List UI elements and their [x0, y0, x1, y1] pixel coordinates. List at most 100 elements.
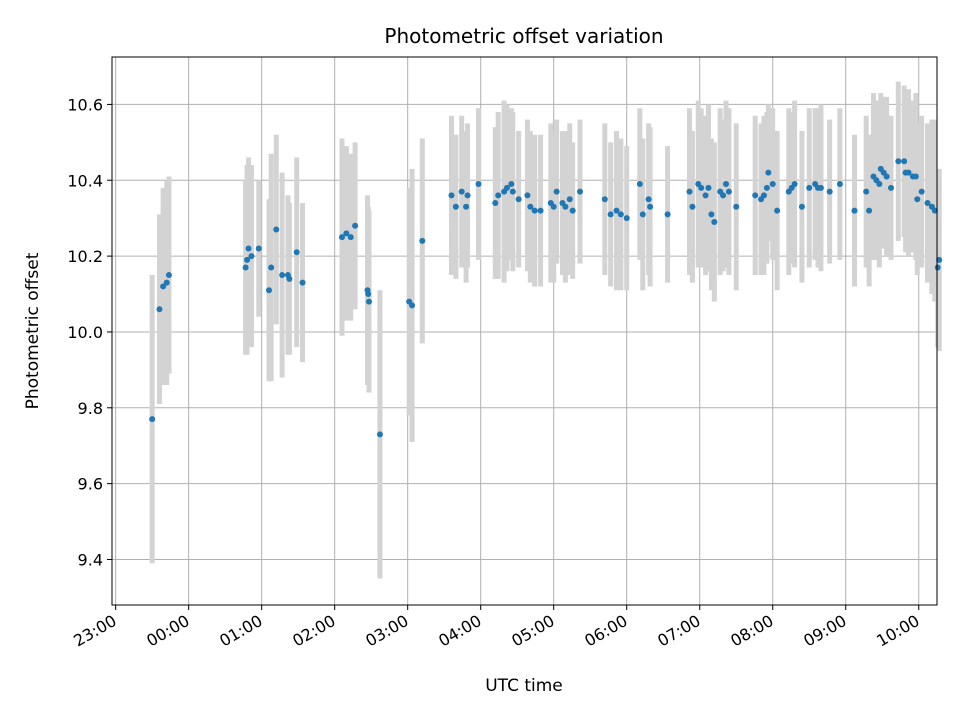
data-point-96 [866, 207, 873, 214]
data-point-86 [791, 181, 798, 188]
data-point-51 [566, 196, 573, 203]
y-axis-ticks: 9.4 9.6 9.8 10.0 10.2 10.4 10.6 [67, 95, 112, 569]
data-point-73 [720, 192, 727, 199]
data-point-38 [503, 184, 510, 191]
data-point-12 [273, 226, 280, 233]
data-point-21 [352, 222, 359, 229]
data-point-0 [149, 416, 156, 423]
data-point-44 [531, 207, 538, 214]
data-point-70 [708, 211, 715, 218]
data-point-92 [826, 188, 833, 195]
data-point-112 [924, 200, 931, 207]
data-point-114 [931, 207, 938, 214]
data-point-50 [562, 203, 569, 210]
data-point-64 [686, 188, 693, 195]
data-point-75 [725, 188, 732, 195]
data-point-83 [774, 207, 781, 214]
data-point-54 [601, 196, 608, 203]
data-point-115 [934, 264, 941, 271]
data-point-65 [689, 203, 696, 210]
data-point-107 [905, 169, 912, 176]
data-point-10 [265, 287, 272, 294]
data-point-74 [723, 181, 730, 188]
data-point-28 [419, 237, 426, 244]
data-point-20 [347, 234, 354, 241]
y-tick-label: 9.4 [78, 550, 103, 569]
y-tick-label: 9.6 [78, 475, 103, 494]
data-point-79 [760, 192, 767, 199]
y-tick-label: 10.2 [67, 247, 103, 266]
data-point-24 [365, 298, 372, 305]
data-point-5 [242, 264, 249, 271]
data-point-104 [895, 158, 902, 165]
data-point-94 [851, 207, 858, 214]
data-point-29 [448, 192, 455, 199]
data-points [149, 158, 943, 438]
data-point-62 [647, 203, 654, 210]
data-point-68 [702, 192, 709, 199]
data-point-9 [255, 245, 262, 252]
data-point-116 [936, 256, 943, 263]
data-point-4 [165, 272, 172, 279]
data-point-48 [553, 188, 560, 195]
y-tick-label: 10.6 [67, 95, 103, 114]
plot-frame [111, 56, 938, 606]
data-point-6 [244, 256, 251, 263]
data-point-58 [623, 215, 630, 222]
data-point-63 [664, 211, 671, 218]
data-point-39 [508, 181, 515, 188]
data-point-71 [711, 218, 718, 225]
data-point-99 [876, 181, 883, 188]
data-point-87 [798, 203, 805, 210]
data-point-32 [463, 203, 470, 210]
data-point-27 [409, 302, 416, 309]
data-point-43 [527, 203, 534, 210]
data-point-16 [293, 249, 300, 256]
data-point-34 [475, 181, 482, 188]
data-point-91 [817, 184, 824, 191]
data-point-8 [248, 253, 255, 260]
chart-title: Photometric offset variation [384, 24, 663, 48]
data-point-53 [576, 188, 583, 195]
data-point-15 [286, 275, 293, 282]
data-point-1 [156, 306, 163, 313]
data-point-13 [279, 272, 286, 279]
y-tick-label: 10.0 [67, 323, 103, 342]
data-point-103 [888, 184, 895, 191]
data-point-109 [912, 173, 919, 180]
data-point-105 [901, 158, 908, 165]
data-point-36 [495, 192, 502, 199]
data-point-40 [509, 188, 516, 195]
data-point-25 [376, 431, 383, 438]
data-point-67 [698, 184, 705, 191]
data-point-95 [863, 188, 870, 195]
data-point-30 [452, 203, 459, 210]
y-axis-label: Photometric offset [23, 252, 43, 409]
data-point-42 [524, 192, 531, 199]
data-point-69 [705, 184, 712, 191]
data-point-76 [733, 203, 740, 210]
data-point-81 [765, 169, 772, 176]
data-point-82 [769, 181, 776, 188]
data-point-56 [613, 207, 620, 214]
data-point-11 [268, 264, 275, 271]
data-point-55 [607, 211, 614, 218]
data-point-102 [883, 173, 890, 180]
data-point-18 [338, 234, 345, 241]
data-point-3 [163, 279, 170, 286]
data-point-110 [914, 196, 921, 203]
data-point-33 [464, 192, 471, 199]
data-point-111 [918, 188, 925, 195]
y-tick-label: 10.4 [67, 171, 103, 190]
data-point-93 [836, 181, 843, 188]
data-point-23 [365, 291, 372, 298]
data-point-45 [537, 207, 544, 214]
data-point-61 [645, 196, 652, 203]
data-point-35 [492, 200, 499, 207]
data-point-80 [763, 184, 770, 191]
y-tick-label: 9.8 [78, 399, 103, 418]
data-point-19 [343, 230, 350, 237]
data-point-59 [636, 181, 643, 188]
